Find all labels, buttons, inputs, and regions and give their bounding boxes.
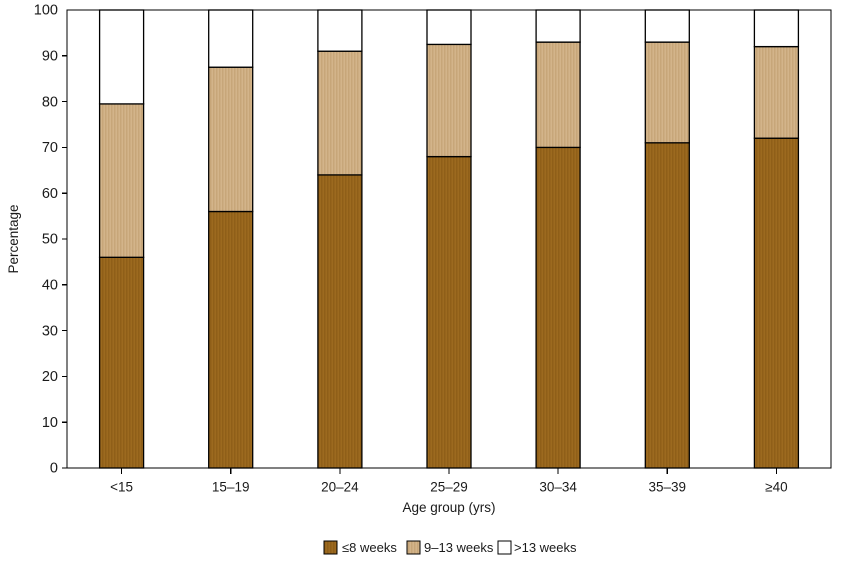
svg-text:30: 30 xyxy=(42,323,58,339)
svg-text:Percentage: Percentage xyxy=(6,204,21,273)
svg-text:25–29: 25–29 xyxy=(430,480,468,495)
svg-text:9–13 weeks: 9–13 weeks xyxy=(424,540,494,555)
svg-text:15–19: 15–19 xyxy=(212,480,250,495)
svg-text:>13 weeks: >13 weeks xyxy=(514,540,577,555)
svg-text:0: 0 xyxy=(50,461,58,477)
svg-text:≥40: ≥40 xyxy=(765,480,787,495)
svg-text:20–24: 20–24 xyxy=(321,480,359,495)
svg-text:≤8 weeks: ≤8 weeks xyxy=(342,540,397,555)
svg-text:Age group (yrs): Age group (yrs) xyxy=(402,500,495,515)
svg-text:60: 60 xyxy=(42,186,58,202)
svg-text:20: 20 xyxy=(42,369,58,385)
svg-text:90: 90 xyxy=(42,49,58,65)
svg-text:40: 40 xyxy=(42,278,58,294)
svg-text:30–34: 30–34 xyxy=(539,480,577,495)
svg-text:50: 50 xyxy=(42,232,58,248)
svg-text:35–39: 35–39 xyxy=(649,480,687,495)
svg-text:70: 70 xyxy=(42,140,58,156)
svg-text:80: 80 xyxy=(42,94,58,110)
svg-text:<15: <15 xyxy=(110,480,133,495)
svg-text:10: 10 xyxy=(42,415,58,431)
svg-text:100: 100 xyxy=(34,3,58,19)
